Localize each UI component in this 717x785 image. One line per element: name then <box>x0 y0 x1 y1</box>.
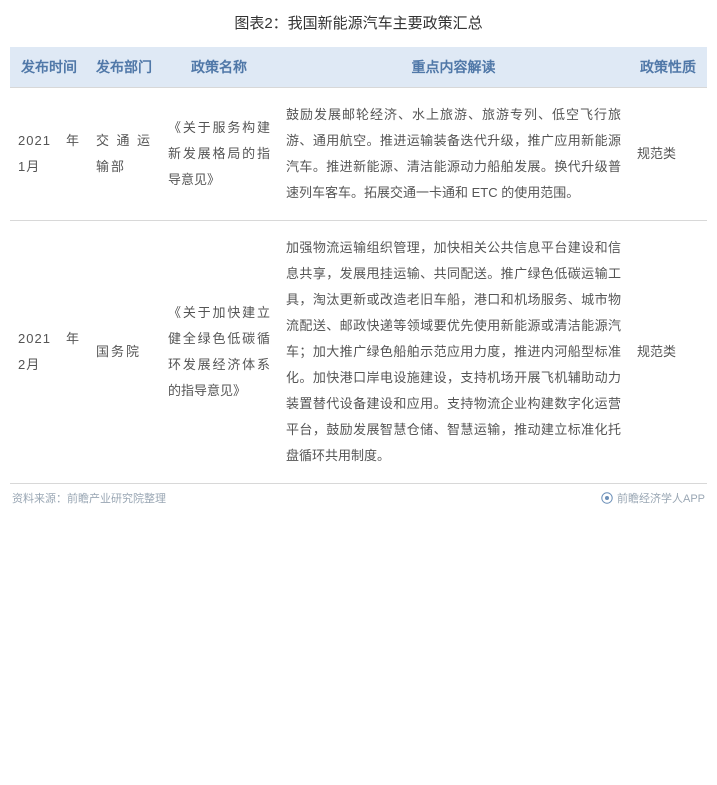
footer: 资料来源：前瞻产业研究院整理 前瞻经济学人APP <box>10 490 707 506</box>
cell-name: 《关于服务构建新发展格局的指导意见》 <box>160 88 278 221</box>
footer-brand-label: 前瞻经济学人APP <box>617 490 705 506</box>
cell-dept: 交通运输部 <box>88 88 160 221</box>
table-row: 2021 年 1月 交通运输部 《关于服务构建新发展格局的指导意见》 鼓励发展邮… <box>10 88 707 221</box>
cell-nature: 规范类 <box>629 88 707 221</box>
cell-name: 《关于加快建立健全绿色低碳循环发展经济体系的指导意见》 <box>160 221 278 484</box>
chart-title: 图表2：我国新能源汽车主要政策汇总 <box>10 12 707 33</box>
cell-content: 加强物流运输组织管理，加快相关公共信息平台建设和信息共享，发展甩挂运输、共同配送… <box>278 221 629 484</box>
table-header-row: 发布时间 发布部门 政策名称 重点内容解读 政策性质 <box>10 47 707 88</box>
col-header-date: 发布时间 <box>10 47 88 88</box>
cell-content: 鼓励发展邮轮经济、水上旅游、旅游专列、低空飞行旅游、通用航空。推进运输装备迭代升… <box>278 88 629 221</box>
col-header-name: 政策名称 <box>160 47 278 88</box>
table-row: 2021 年 2月 国务院 《关于加快建立健全绿色低碳循环发展经济体系的指导意见… <box>10 221 707 484</box>
cell-nature: 规范类 <box>629 221 707 484</box>
footer-source: 资料来源：前瞻产业研究院整理 <box>12 490 166 506</box>
cell-date: 2021 年 1月 <box>10 88 88 221</box>
cell-date: 2021 年 2月 <box>10 221 88 484</box>
footer-brand: 前瞻经济学人APP <box>601 490 705 506</box>
brand-logo-icon <box>601 492 613 504</box>
policy-table: 发布时间 发布部门 政策名称 重点内容解读 政策性质 2021 年 1月 交通运… <box>10 47 707 484</box>
col-header-nature: 政策性质 <box>629 47 707 88</box>
col-header-dept: 发布部门 <box>88 47 160 88</box>
col-header-content: 重点内容解读 <box>278 47 629 88</box>
cell-dept: 国务院 <box>88 221 160 484</box>
